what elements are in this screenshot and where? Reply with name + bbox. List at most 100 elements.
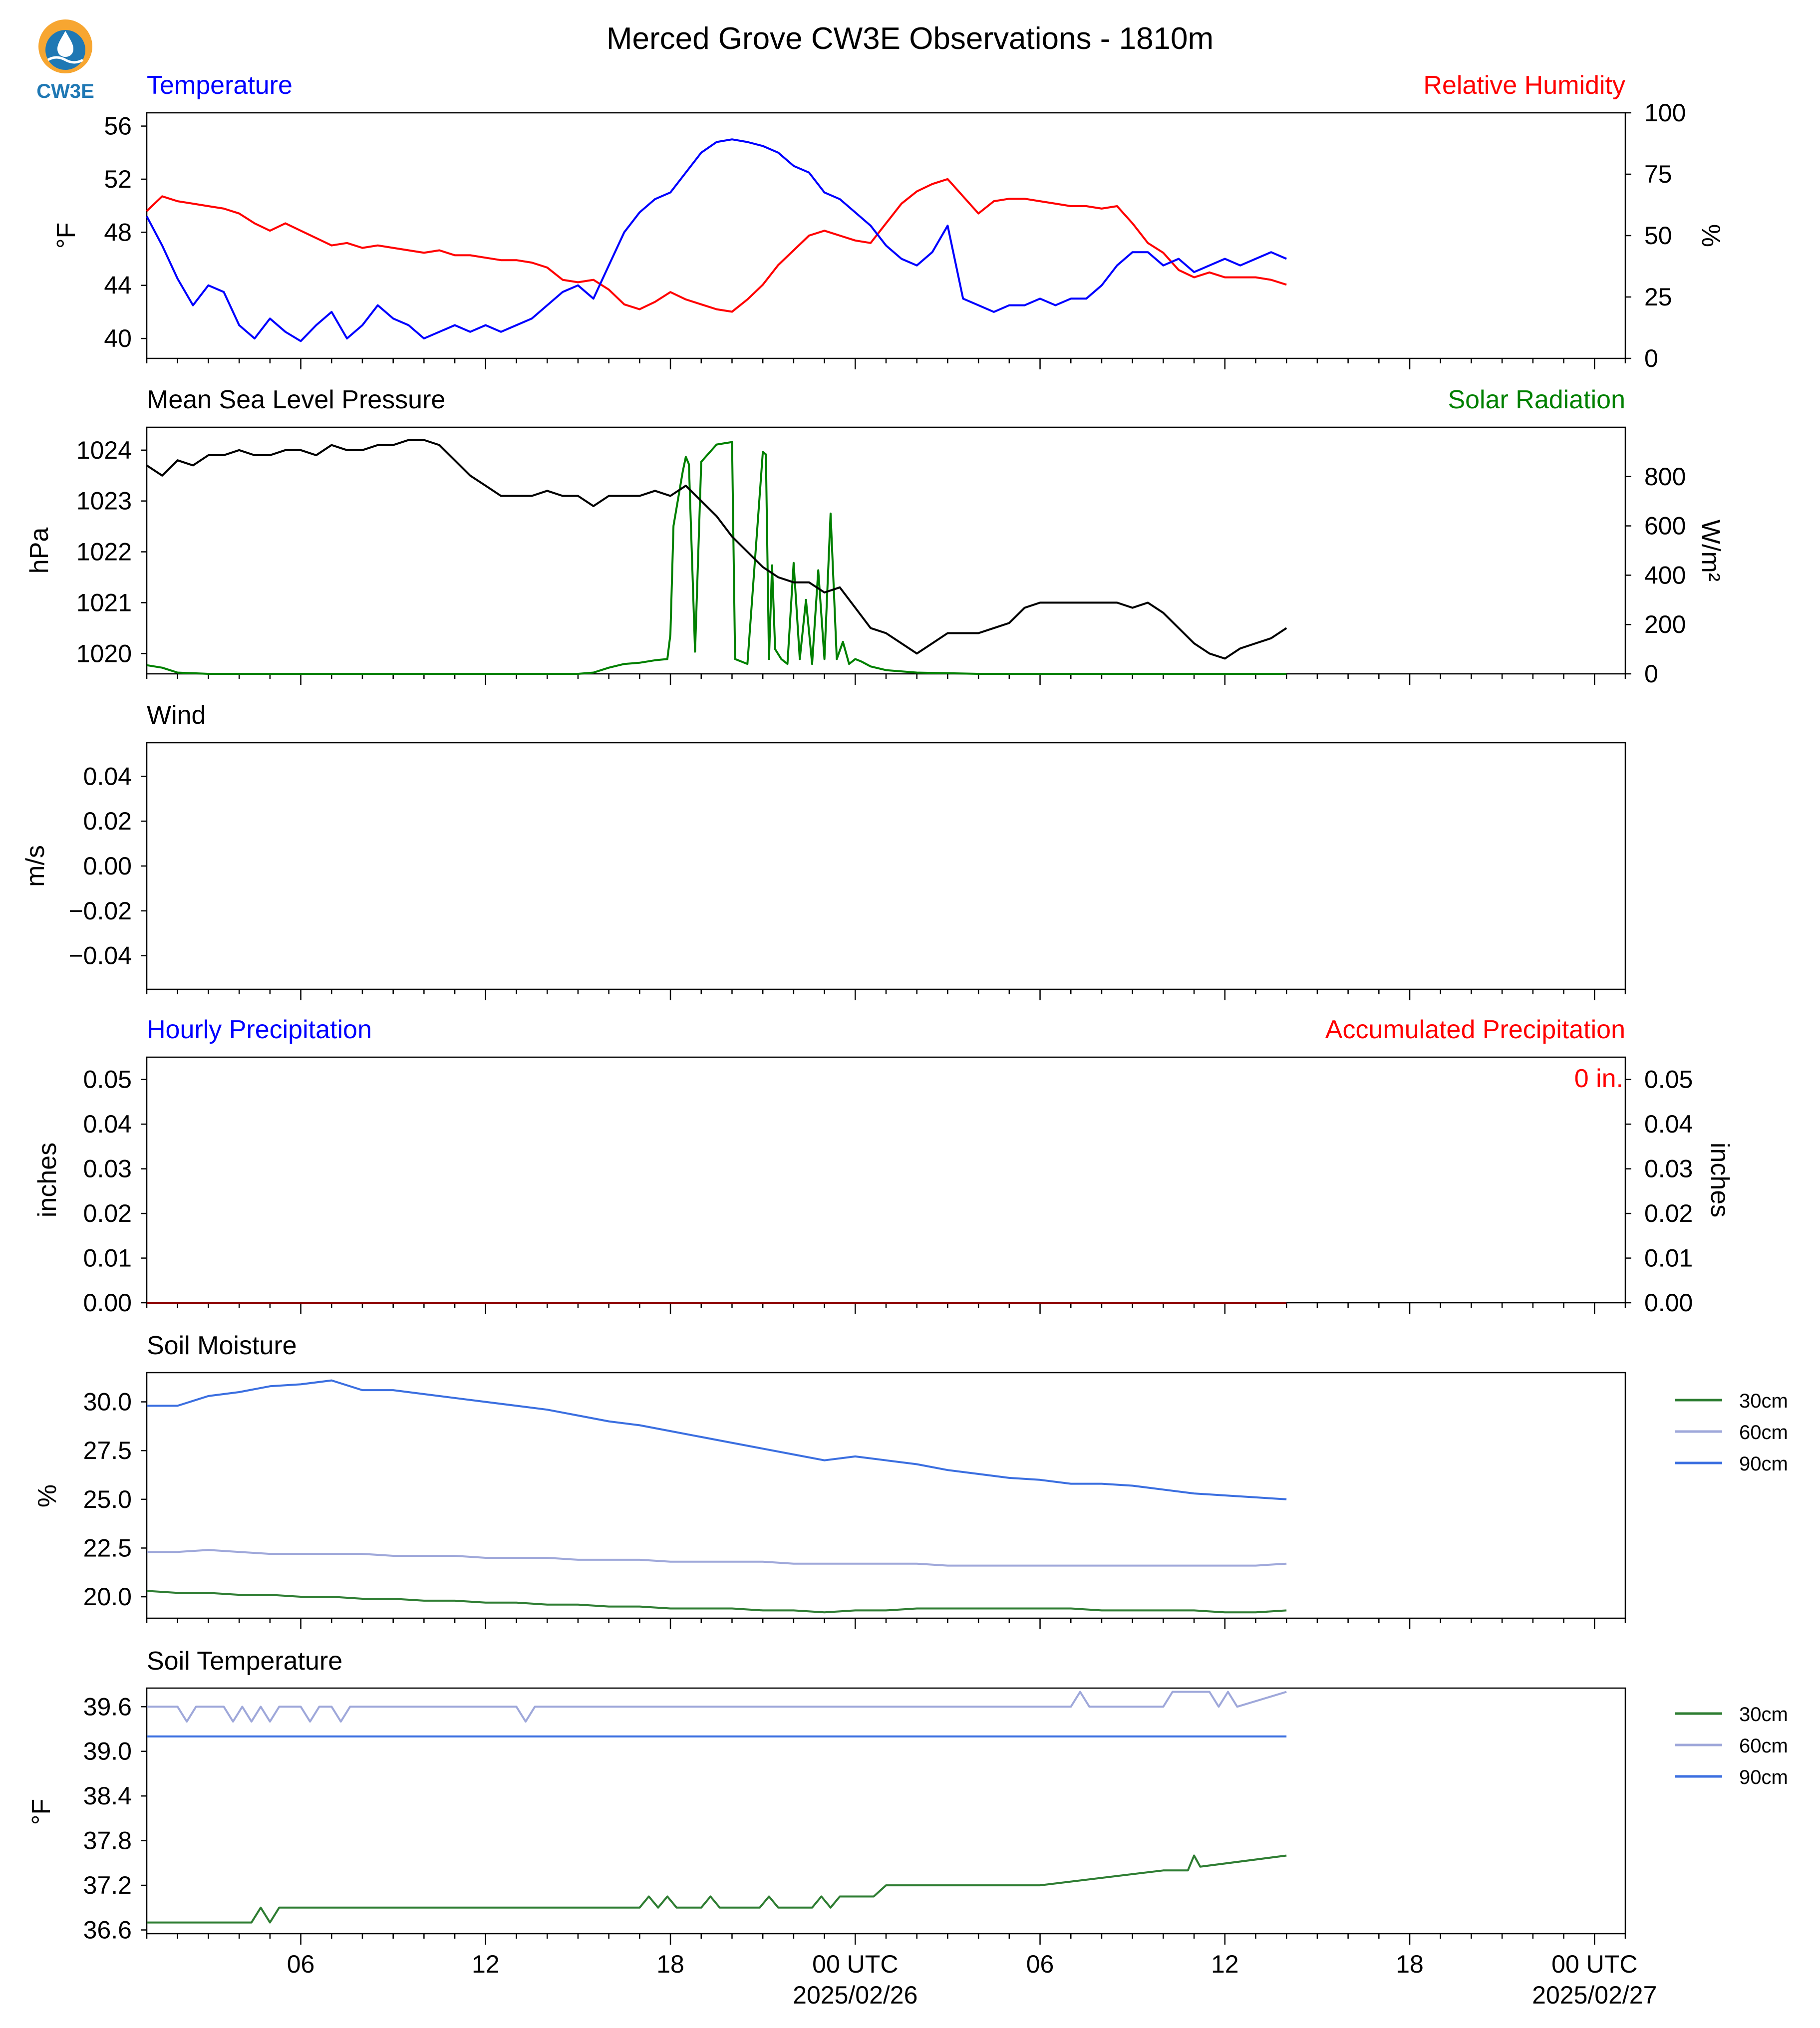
- hourly-precip-y-axis-label: inches: [33, 1143, 62, 1217]
- accum-precip-panel-title: Accumulated Precipitation: [1325, 1015, 1625, 1044]
- soil-temp-y-ticks: 36.6 37.2 37.8 38.4 39.0 39.6: [83, 1693, 147, 1944]
- legend-label-30cm: 30cm: [1739, 1704, 1788, 1726]
- panel-temperature: Temperature Relative Humidity 40 44 48 52 56…: [52, 71, 1725, 372]
- pressure-lines: [146, 439, 1287, 675]
- humidity-line: [146, 178, 1287, 313]
- x-tick-label: 06: [1026, 1950, 1054, 1978]
- y-tick-label: 0.05: [1644, 1066, 1693, 1094]
- pressure-line: [146, 439, 1287, 660]
- temperature-y-ticks: 40 44 48 52 56: [104, 112, 147, 352]
- y-tick-label: 0.01: [83, 1244, 132, 1272]
- soil-temp-legend: 30cm 60cm 90cm: [1675, 1704, 1788, 1788]
- x-tick-label: 12: [1211, 1950, 1239, 1978]
- y-tick-label: 22.5: [83, 1534, 132, 1562]
- accum-precip-y-axis-label: inches: [1705, 1143, 1734, 1217]
- temperature-lines: [146, 138, 1287, 342]
- y-tick-label: 0.04: [1644, 1110, 1693, 1138]
- soil-moisture-lines: [146, 1379, 1287, 1614]
- solar-radiation-line: [146, 441, 1287, 675]
- legend-label-60cm: 60cm: [1739, 1422, 1788, 1444]
- y-tick-label: 400: [1644, 561, 1686, 589]
- y-tick-label: −0.04: [68, 942, 132, 970]
- accum-precip-value-label: 0 in.: [1574, 1064, 1623, 1093]
- humidity-y-ticks: 0 25 50 75 100: [1625, 99, 1686, 372]
- y-tick-label: 0.00: [83, 852, 132, 880]
- y-tick-label: 39.6: [83, 1693, 132, 1721]
- y-tick-label: 27.5: [83, 1437, 132, 1464]
- y-tick-label: 36.6: [83, 1916, 132, 1944]
- y-tick-label: 100: [1644, 99, 1686, 127]
- temperature-x-ticks: [146, 358, 1626, 369]
- y-tick-label: 56: [104, 112, 132, 140]
- panel-wind: Wind −0.04 −0.02 0.00 0.02 0.04 m/s: [21, 701, 1626, 1000]
- y-tick-label: 25.0: [83, 1485, 132, 1513]
- y-tick-label: 37.2: [83, 1871, 132, 1899]
- soil-moisture-line-90cm: [147, 1379, 1287, 1500]
- y-tick-label: 52: [104, 165, 132, 193]
- panel-pressure: Mean Sea Level Pressure Solar Radiation …: [25, 385, 1725, 688]
- y-tick-label: 1023: [76, 487, 132, 515]
- soil-temp-x-ticks: [146, 1934, 1626, 1945]
- y-tick-label: 1022: [76, 538, 132, 566]
- soil-moisture-line-60cm: [147, 1549, 1287, 1567]
- humidity-panel-title: Relative Humidity: [1423, 71, 1625, 100]
- x-tick-label: 18: [1396, 1950, 1424, 1978]
- y-tick-label: 1021: [76, 588, 132, 616]
- legend-label-90cm: 90cm: [1739, 1766, 1788, 1788]
- wind-x-ticks: [146, 989, 1626, 1000]
- logo-text: CW3E: [36, 80, 94, 102]
- solar-y-axis-label: W/m²: [1696, 520, 1725, 581]
- y-tick-label: 0.05: [83, 1066, 132, 1094]
- chart-title: Merced Grove CW3E Observations - 1810m: [607, 21, 1213, 56]
- hourly-precip-panel-title: Hourly Precipitation: [147, 1015, 372, 1044]
- y-tick-label: 0.04: [83, 1110, 132, 1138]
- solar-panel-title: Solar Radiation: [1448, 385, 1625, 414]
- x-tick-label: 00 UTC: [812, 1950, 898, 1978]
- x-date-label: 2025/02/26: [793, 1981, 917, 2009]
- x-tick-label: 12: [472, 1950, 500, 1978]
- legend-label-30cm: 30cm: [1739, 1390, 1788, 1412]
- x-date-label: 2025/02/27: [1532, 1981, 1657, 2009]
- soil-temp-line-60cm: [147, 1691, 1287, 1723]
- soil-temp-lines: [147, 1691, 1287, 1924]
- legend-label-90cm: 90cm: [1739, 1453, 1788, 1475]
- panel-soil-temperature: Soil Temperature 36.6 37.2 37.8 38.4 39.0 39.…: [27, 1647, 1788, 2009]
- panel-precipitation: Hourly Precipitation Accumulated Precipi…: [33, 1015, 1734, 1317]
- x-tick-label: 00 UTC: [1551, 1950, 1637, 1978]
- humidity-y-axis-label: %: [1696, 224, 1725, 247]
- y-tick-label: 1024: [76, 436, 132, 464]
- y-tick-label: 800: [1644, 463, 1686, 491]
- y-tick-label: 600: [1644, 512, 1686, 540]
- y-tick-label: −0.02: [68, 897, 132, 925]
- y-tick-label: 48: [104, 218, 132, 246]
- y-tick-label: 38.4: [83, 1782, 132, 1810]
- y-tick-label: 0.00: [1644, 1289, 1693, 1317]
- y-tick-label: 0: [1644, 344, 1658, 372]
- temperature-line: [146, 138, 1287, 342]
- y-tick-label: 20.0: [83, 1583, 132, 1611]
- y-tick-label: 25: [1644, 283, 1672, 311]
- pressure-panel-title: Mean Sea Level Pressure: [147, 385, 445, 414]
- soil-temp-y-axis-label: °F: [27, 1799, 56, 1825]
- logo-drop-icon: [57, 31, 73, 57]
- y-tick-label: 0.02: [83, 1199, 132, 1227]
- y-tick-label: 30.0: [83, 1388, 132, 1416]
- x-tick-label: 18: [656, 1950, 684, 1978]
- soil-temp-panel-title: Soil Temperature: [147, 1647, 342, 1676]
- hourly-precip-y-ticks: 0.00 0.01 0.02 0.03 0.04 0.05: [83, 1066, 147, 1317]
- soil-moisture-y-ticks: 20.0 22.5 25.0 27.5 30.0: [83, 1388, 147, 1611]
- y-tick-label: 50: [1644, 222, 1672, 250]
- y-tick-label: 0.03: [83, 1155, 132, 1183]
- soil-moisture-line-30cm: [146, 1590, 1287, 1614]
- wind-panel-title: Wind: [147, 701, 206, 730]
- cw3e-logo: CW3E: [36, 19, 94, 102]
- y-tick-label: 75: [1644, 160, 1672, 188]
- x-axis-tick-labels: 06 12 18 00 UTC 06 12 18 00 UTC 2025/02/26 2025/0…: [287, 1950, 1657, 2009]
- y-tick-label: 37.8: [83, 1827, 132, 1855]
- pressure-x-ticks: [146, 674, 1626, 685]
- panel-soil-moisture: Soil Moisture 20.0 22.5 25.0 27.5 30.0 % 30c…: [33, 1331, 1788, 1629]
- pressure-y-axis-label: hPa: [25, 528, 54, 574]
- soil-moisture-panel-title: Soil Moisture: [147, 1331, 297, 1360]
- y-tick-label: 200: [1644, 610, 1686, 638]
